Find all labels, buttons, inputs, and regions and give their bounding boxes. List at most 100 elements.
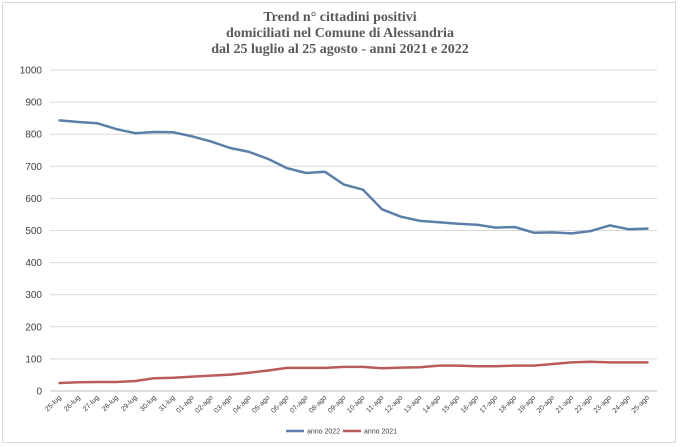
x-tick-label: 03-ago — [213, 394, 233, 414]
data-point — [646, 361, 649, 364]
x-tick-label: 21-ago — [555, 394, 575, 414]
data-point — [58, 119, 61, 122]
x-tick-label: 31-lug — [158, 394, 177, 413]
data-point — [589, 230, 592, 232]
data-point — [532, 364, 535, 367]
data-point — [267, 158, 269, 160]
data-point — [400, 366, 402, 369]
chart-title-line-1: Trend n° cittadini positivi — [263, 10, 417, 25]
y-tick-label: 200 — [25, 322, 42, 333]
data-point — [551, 231, 554, 234]
data-point — [513, 364, 516, 367]
data-point — [513, 226, 516, 228]
chart-title-line-2: domiciliati nel Comune di Alessandria — [226, 26, 454, 41]
x-tick-label: 24-ago — [612, 394, 632, 414]
data-point — [476, 223, 478, 226]
data-point — [476, 365, 478, 368]
chart-title-line-3: dal 25 luglio al 25 agosto - anni 2021 e… — [211, 42, 469, 57]
legend: anno 2022 anno 2021 — [286, 429, 397, 436]
data-point — [457, 364, 459, 367]
data-point — [153, 377, 156, 380]
y-tick-label: 0 — [36, 387, 42, 398]
chart-frame — [2, 2, 676, 443]
x-tick-label: 01-ago — [175, 394, 195, 414]
data-point — [381, 208, 383, 211]
gridlines — [50, 69, 657, 392]
y-tick-label: 1000 — [20, 66, 43, 77]
y-tick-label: 300 — [25, 290, 42, 301]
data-point — [267, 369, 269, 372]
data-point — [324, 171, 326, 173]
data-point — [438, 221, 440, 223]
x-tick-label: 22-ago — [574, 394, 594, 414]
data-point — [96, 122, 99, 125]
y-tick-label: 600 — [25, 194, 42, 205]
data-point — [77, 121, 80, 123]
data-point — [457, 223, 459, 225]
data-point — [532, 231, 535, 234]
y-tick-label: 800 — [25, 130, 42, 141]
data-point — [589, 361, 592, 363]
x-tick-label: 04-ago — [232, 394, 252, 414]
data-point — [286, 367, 288, 369]
data-point — [58, 382, 61, 384]
y-axis-ticks: 0 100 200 300 400 500 600 700 800 900 1000 — [20, 66, 43, 398]
data-point — [495, 226, 497, 229]
legend-label-1: anno 2021 — [364, 429, 397, 436]
legend-label-0: anno 2022 — [307, 429, 340, 436]
data-point — [324, 367, 326, 369]
data-point — [438, 364, 440, 367]
data-point — [134, 380, 137, 382]
x-tick-label: 20-ago — [536, 394, 556, 414]
x-tick-label: 17-ago — [479, 394, 499, 414]
x-tick-label: 28-lug — [101, 394, 120, 413]
data-point — [362, 188, 364, 191]
data-point — [248, 151, 250, 153]
y-tick-label: 400 — [25, 258, 42, 269]
x-tick-label: 30-lug — [139, 394, 158, 413]
chart-title: Trend n° cittadini positivi domiciliati … — [0, 10, 680, 58]
x-tick-label: 25-ago — [631, 394, 651, 414]
data-point — [115, 381, 118, 383]
x-tick-label: 15-ago — [441, 394, 461, 414]
x-tick-label: 29-lug — [120, 394, 139, 413]
x-tick-label: 12-ago — [384, 394, 404, 414]
data-point — [210, 374, 212, 377]
data-point — [419, 366, 421, 369]
data-point — [570, 232, 573, 235]
data-point — [305, 172, 307, 174]
data-point — [172, 131, 175, 134]
data-point — [646, 227, 649, 230]
x-tick-label: 10-ago — [346, 394, 366, 414]
data-point — [627, 228, 630, 230]
series-lines — [58, 119, 649, 385]
data-point — [570, 361, 573, 364]
x-tick-label: 05-ago — [251, 394, 271, 414]
x-tick-label: 09-ago — [327, 394, 347, 414]
data-point — [172, 377, 175, 379]
data-point — [495, 365, 497, 368]
x-tick-label: 08-ago — [308, 394, 328, 414]
data-point — [381, 367, 383, 370]
data-point — [191, 135, 194, 138]
data-point — [551, 363, 554, 365]
x-tick-label: 18-ago — [498, 394, 518, 414]
x-tick-label: 13-ago — [403, 394, 423, 414]
data-point — [191, 375, 194, 378]
y-tick-label: 500 — [25, 226, 42, 237]
data-point — [608, 361, 611, 364]
data-point — [286, 167, 288, 169]
x-tick-label: 06-ago — [270, 394, 290, 414]
data-point — [96, 381, 99, 383]
data-point — [210, 140, 212, 143]
x-tick-label: 16-ago — [460, 394, 480, 414]
data-point — [305, 367, 307, 369]
x-tick-label: 19-ago — [517, 394, 537, 414]
x-tick-label: 26-lug — [63, 394, 82, 413]
data-point — [362, 366, 364, 368]
x-tick-label: 07-ago — [289, 394, 309, 414]
x-tick-label: 27-lug — [82, 394, 101, 413]
x-tick-label: 14-ago — [422, 394, 442, 414]
y-tick-label: 700 — [25, 162, 42, 173]
data-point — [419, 220, 421, 222]
